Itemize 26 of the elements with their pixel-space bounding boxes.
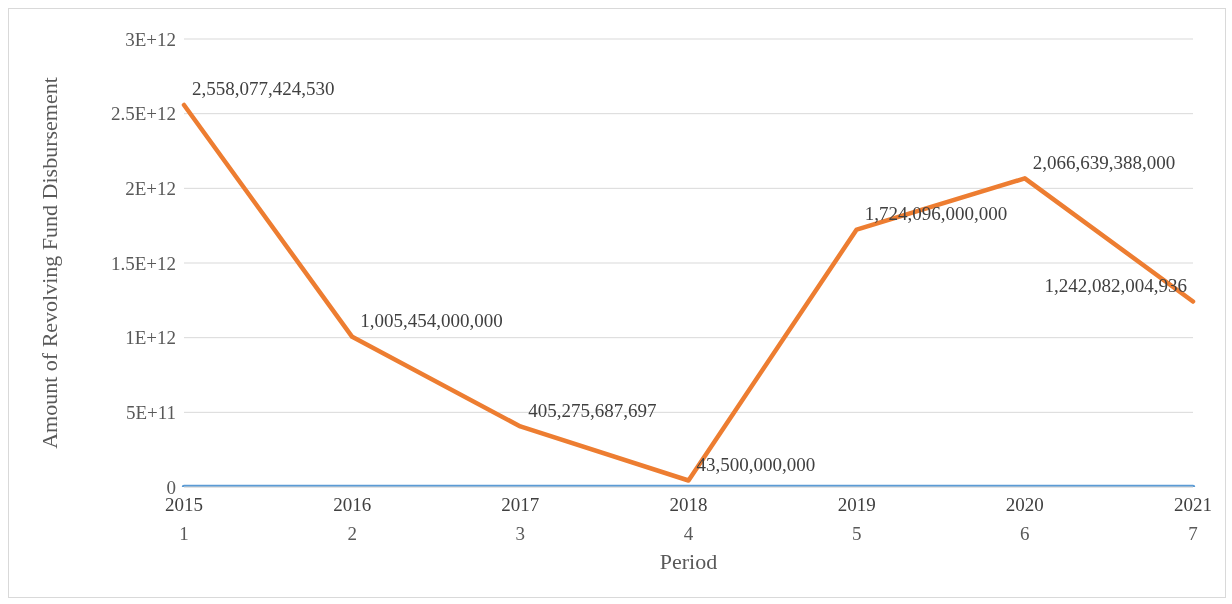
y-tick-label: 2.5E+12 xyxy=(110,103,176,125)
y-tick-label: 3E+12 xyxy=(125,28,176,50)
data-label: 405,275,687,697 xyxy=(528,399,657,421)
x-tick-label: 1 xyxy=(179,523,189,545)
y-tick-label: 5E+11 xyxy=(125,402,176,424)
x-axis-title: Period xyxy=(659,549,718,574)
x-tick-label: 6 xyxy=(1020,523,1030,545)
x-tick-label: 7 xyxy=(1188,523,1198,545)
x-tick-label: 4 xyxy=(683,523,694,545)
data-label: 2,066,639,388,000 xyxy=(1032,151,1176,173)
x-tick-label: 3 xyxy=(515,523,526,545)
data-label: 2021 xyxy=(1174,493,1212,515)
y-tick-label: 2E+12 xyxy=(125,178,176,200)
y-axis-title: Amount of Revolving Fund Disbursement xyxy=(36,77,62,449)
y-tick-label: 1E+12 xyxy=(125,327,176,349)
data-label: 2020 xyxy=(1005,493,1044,515)
data-label: 2,558,077,424,530 xyxy=(192,78,335,100)
line-series xyxy=(181,102,1196,483)
x-tick-label: 5 xyxy=(851,523,862,545)
data-label: 2019 xyxy=(837,493,876,515)
data-label: 2018 xyxy=(669,493,708,515)
y-tick-label: 1.5E+12 xyxy=(110,252,176,274)
data-label: 2016 xyxy=(333,493,372,515)
x-tick-label: 2 xyxy=(347,523,357,545)
data-label: 2017 xyxy=(501,493,540,515)
data-label: 1,005,454,000,000 xyxy=(360,310,503,332)
